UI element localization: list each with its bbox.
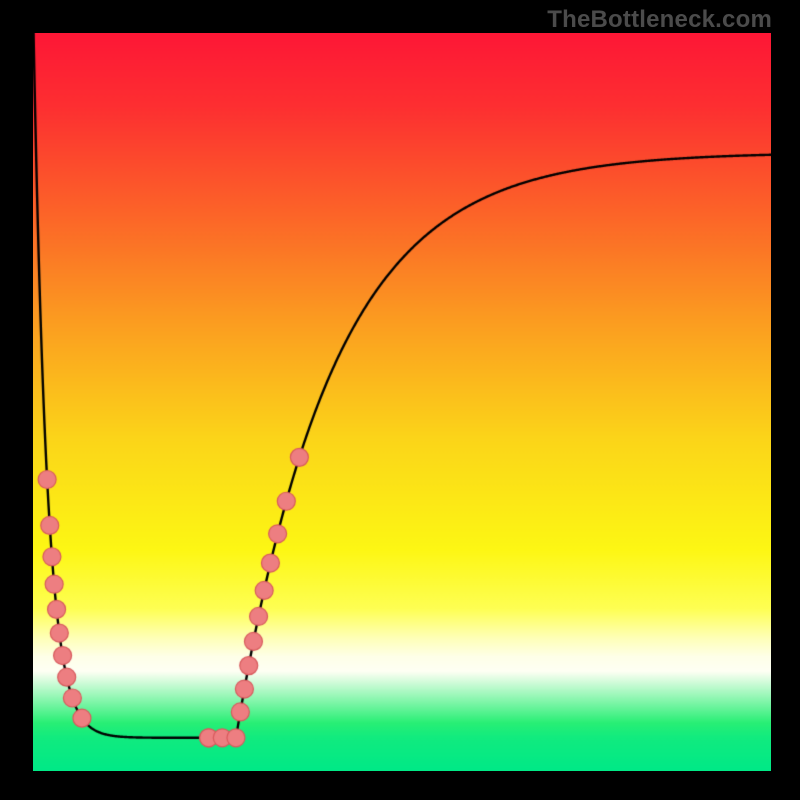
- bottleneck-curve-chart: [33, 33, 771, 771]
- watermark-text: TheBottleneck.com: [547, 6, 772, 34]
